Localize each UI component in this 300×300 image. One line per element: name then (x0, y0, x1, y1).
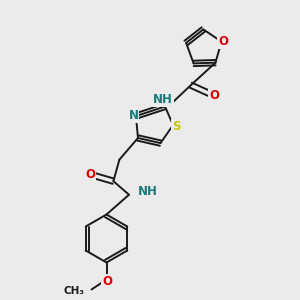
Text: NH: NH (153, 93, 173, 106)
Text: O: O (209, 88, 219, 102)
Text: N: N (128, 109, 139, 122)
Text: O: O (218, 35, 228, 48)
Text: S: S (172, 120, 180, 133)
Text: O: O (102, 275, 112, 288)
Text: CH₃: CH₃ (64, 286, 85, 296)
Text: NH: NH (137, 185, 157, 198)
Text: O: O (85, 168, 95, 181)
